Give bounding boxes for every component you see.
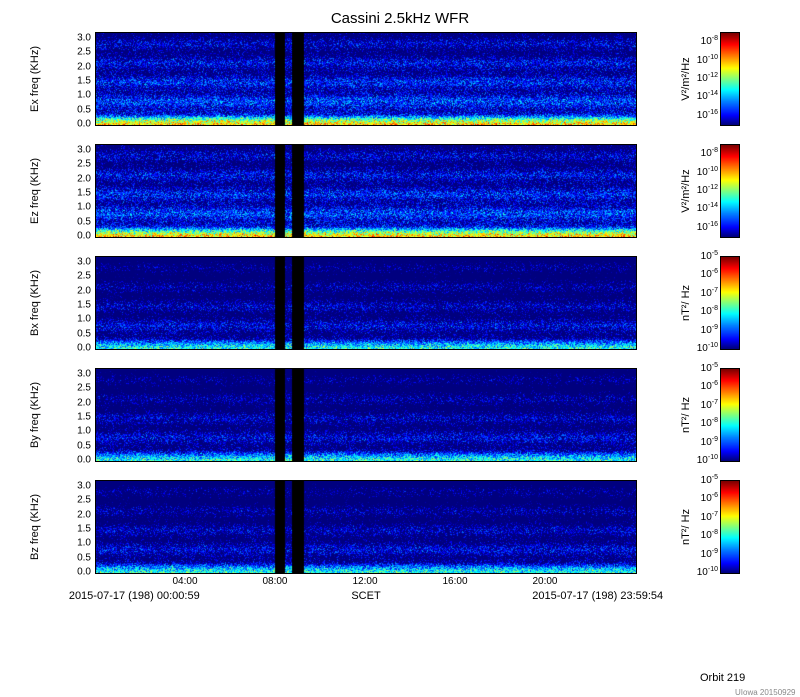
y-tick: 2.5 — [77, 47, 91, 58]
y-tick: 0.0 — [77, 567, 91, 578]
y-tick: 2.0 — [77, 509, 91, 520]
colorbar-label: nT²/ Hz — [680, 397, 692, 433]
colorbar-tick: 10-12 — [697, 72, 718, 84]
colorbar-tick: 10-8 — [701, 417, 718, 429]
colorbar-tick: 10-9 — [701, 435, 718, 447]
y-tick: 0.5 — [77, 216, 91, 227]
y-tick: 0.0 — [77, 455, 91, 466]
y-tick: 0.0 — [77, 119, 91, 130]
y-tick: 0.5 — [77, 104, 91, 115]
y-tick: 1.0 — [77, 90, 91, 101]
colorbar-tick: 10-6 — [701, 492, 718, 504]
spectrogram-4 — [95, 480, 637, 574]
colorbar-tick: 10-10 — [697, 53, 718, 65]
colorbar-label: V²/m²/Hz — [680, 169, 692, 212]
x-tick: 20:00 — [532, 576, 557, 587]
x-tick: 12:00 — [352, 576, 377, 587]
x-center-label: SCET — [351, 590, 380, 602]
colorbar-label: nT²/ Hz — [680, 285, 692, 321]
colorbar-tick: 10-8 — [701, 147, 718, 159]
y-label: By freq (KHz) — [29, 382, 41, 448]
y-label: Ez freq (KHz) — [29, 158, 41, 224]
y-tick: 2.0 — [77, 61, 91, 72]
colorbar-tick: 10-8 — [701, 529, 718, 541]
colorbar-tick: 10-14 — [697, 90, 718, 102]
colorbar-tick: 10-5 — [701, 362, 718, 374]
y-tick: 0.5 — [77, 328, 91, 339]
colorbar-tick: 10-9 — [701, 547, 718, 559]
y-tick: 1.0 — [77, 314, 91, 325]
y-tick: 3.0 — [77, 32, 91, 43]
colorbar-tick: 10-8 — [701, 305, 718, 317]
colorbar-tick: 10-8 — [701, 35, 718, 47]
x-start-label: 2015-07-17 (198) 00:00:59 — [69, 590, 200, 602]
colorbar-2 — [720, 256, 740, 350]
colorbar-tick: 10-5 — [701, 474, 718, 486]
colorbar-column: 10-810-1010-1210-1410-16V²/m²/Hz10-810-1… — [720, 32, 740, 592]
spectrogram-2 — [95, 256, 637, 350]
colorbar-tick: 10-16 — [697, 221, 718, 233]
y-tick: 2.5 — [77, 383, 91, 394]
y-label: Bz freq (KHz) — [29, 494, 41, 560]
colorbar-tick: 10-14 — [697, 202, 718, 214]
colorbar-tick: 10-7 — [701, 287, 718, 299]
colorbar-label: V²/m²/Hz — [680, 57, 692, 100]
colorbar-tick: 10-10 — [697, 454, 718, 466]
colorbar-tick: 10-10 — [697, 566, 718, 578]
y-tick: 2.5 — [77, 271, 91, 282]
colorbar-3 — [720, 368, 740, 462]
colorbar-tick: 10-6 — [701, 268, 718, 280]
colorbar-tick: 10-6 — [701, 380, 718, 392]
y-tick: 0.5 — [77, 440, 91, 451]
orbit-label: Orbit 219 — [700, 672, 745, 684]
x-tick: 08:00 — [262, 576, 287, 587]
y-tick: 1.5 — [77, 411, 91, 422]
credit-label: UIowa 20150929 — [735, 688, 796, 697]
x-tick: 16:00 — [443, 576, 468, 587]
colorbar-tick: 10-16 — [697, 109, 718, 121]
y-tick: 1.0 — [77, 426, 91, 437]
y-tick: 0.0 — [77, 343, 91, 354]
y-tick: 2.0 — [77, 285, 91, 296]
y-tick: 3.0 — [77, 368, 91, 379]
spectrogram-panels: 0.00.51.01.52.02.53.0Ex freq (KHz)0.00.5… — [95, 32, 637, 592]
y-tick: 1.0 — [77, 538, 91, 549]
colorbar-tick: 10-10 — [697, 342, 718, 354]
colorbar-tick: 10-5 — [701, 250, 718, 262]
y-tick: 3.0 — [77, 480, 91, 491]
y-tick: 1.5 — [77, 299, 91, 310]
y-tick: 0.5 — [77, 552, 91, 563]
y-tick: 0.0 — [77, 231, 91, 242]
y-tick: 1.0 — [77, 202, 91, 213]
y-label: Bx freq (KHz) — [29, 270, 41, 336]
colorbar-label: nT²/ Hz — [680, 509, 692, 545]
y-tick: 1.5 — [77, 523, 91, 534]
colorbar-4 — [720, 480, 740, 574]
y-tick: 2.0 — [77, 397, 91, 408]
colorbar-tick: 10-9 — [701, 323, 718, 335]
spectrogram-0 — [95, 32, 637, 126]
colorbar-1 — [720, 144, 740, 238]
y-tick: 3.0 — [77, 256, 91, 267]
page-title: Cassini 2.5kHz WFR — [0, 10, 800, 27]
y-tick: 1.5 — [77, 75, 91, 86]
y-tick: 3.0 — [77, 144, 91, 155]
colorbar-tick: 10-12 — [697, 184, 718, 196]
colorbar-tick: 10-7 — [701, 511, 718, 523]
y-tick: 2.5 — [77, 159, 91, 170]
x-end-label: 2015-07-17 (198) 23:59:54 — [532, 590, 663, 602]
spectrogram-3 — [95, 368, 637, 462]
colorbar-0 — [720, 32, 740, 126]
colorbar-tick: 10-7 — [701, 399, 718, 411]
y-tick: 1.5 — [77, 187, 91, 198]
y-tick: 2.5 — [77, 495, 91, 506]
spectrogram-1 — [95, 144, 637, 238]
y-label: Ex freq (KHz) — [29, 46, 41, 112]
y-tick: 2.0 — [77, 173, 91, 184]
colorbar-tick: 10-10 — [697, 165, 718, 177]
x-tick: 04:00 — [173, 576, 198, 587]
